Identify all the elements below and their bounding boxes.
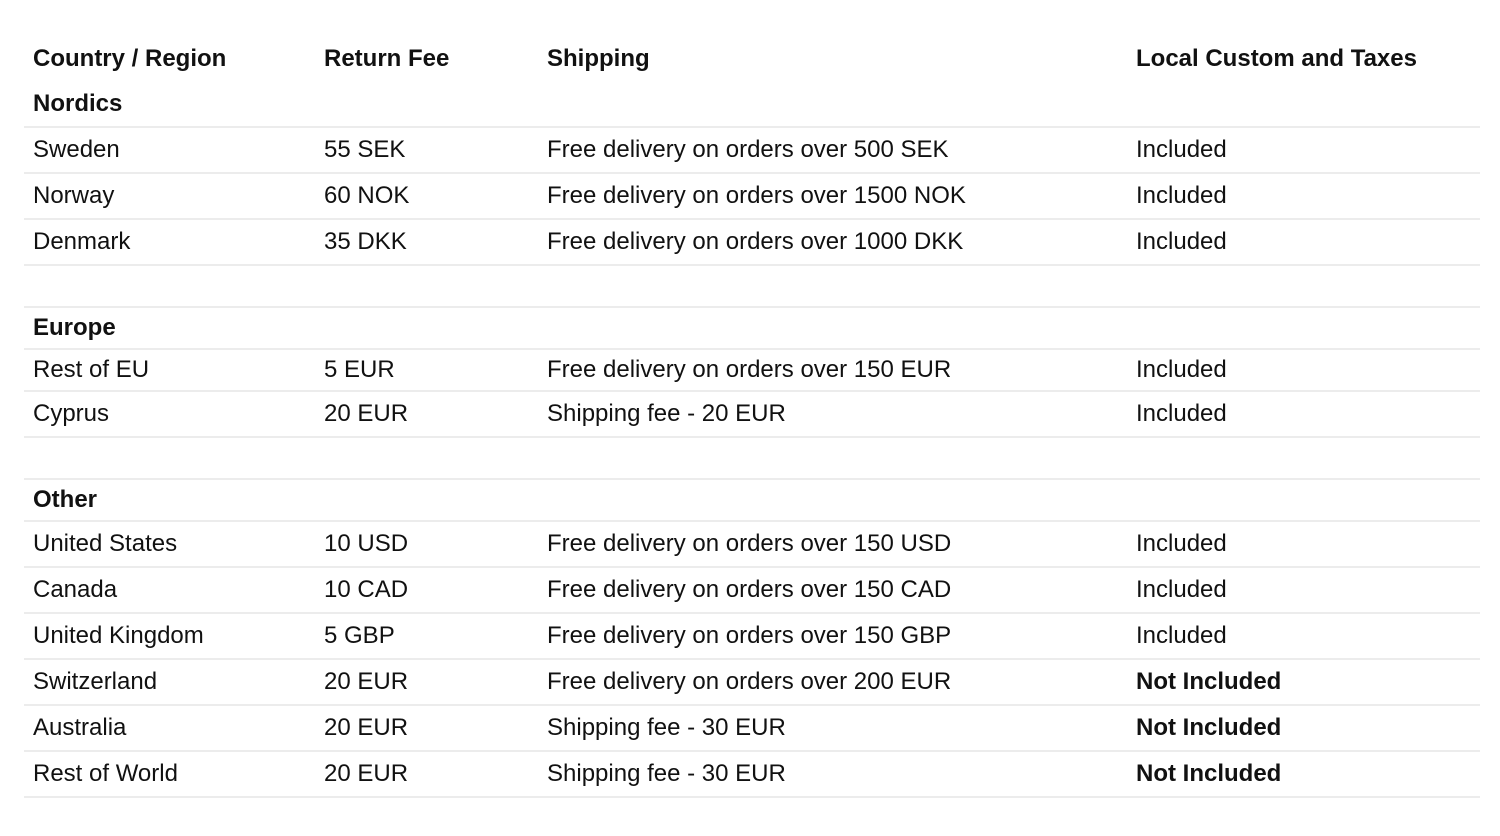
taxes-cell: Included [1136, 228, 1227, 255]
table-row: Australia 20 EUR Shipping fee - 30 EUR Not … [24, 706, 1480, 752]
table-row: Denmark 35 DKK Free delivery on orders ove… [24, 220, 1480, 266]
taxes-cell: Included [1136, 622, 1227, 649]
table-header: Country / Region Return Fee Shipping Loc… [24, 36, 1480, 82]
taxes-cell: Not Included [1136, 714, 1282, 741]
taxes-cell: Included [1136, 356, 1227, 383]
country-cell: Switzerland [33, 668, 158, 695]
table-row: Norway 60 NOK Free delivery on orders over… [24, 174, 1480, 220]
return-fee-cell: 55 SEK [324, 136, 406, 163]
header-return-fee: Return Fee [324, 45, 450, 72]
country-cell: Norway [33, 182, 115, 209]
taxes-cell: Not Included [1136, 760, 1282, 787]
header-shipping: Shipping [547, 45, 650, 72]
section-title: Europe [33, 314, 116, 341]
return-fee-cell: 5 GBP [324, 622, 395, 649]
table-row: Rest of EU 5 EUR Free delivery on orders o… [24, 350, 1480, 392]
shipping-cell: Free delivery on orders over 150 USD [547, 530, 952, 557]
shipping-cell: Shipping fee - 30 EUR [547, 760, 786, 787]
return-fee-cell: 20 EUR [324, 400, 409, 427]
return-fee-cell: 20 EUR [324, 760, 409, 787]
table-row: United Kingdom 5 GBP Free delivery on orde… [24, 614, 1480, 660]
taxes-cell: Not Included [1136, 668, 1282, 695]
return-fee-cell: 20 EUR [324, 668, 409, 695]
country-cell: Cyprus [33, 400, 110, 427]
section-header-row: Nordics [24, 82, 1480, 128]
return-fee-cell: 10 CAD [324, 576, 409, 603]
section-title: Nordics [33, 90, 123, 117]
country-cell: Canada [33, 576, 118, 603]
section-header-row: Other [24, 480, 1480, 522]
country-cell: Rest of World [33, 760, 178, 787]
country-cell: United Kingdom [33, 622, 204, 649]
table-row: Rest of World 20 EUR Shipping fee - 30 EUR… [24, 752, 1480, 798]
return-fee-cell: 60 NOK [324, 182, 410, 209]
shipping-cell: Free delivery on orders over 150 CAD [547, 576, 952, 603]
taxes-cell: Included [1136, 182, 1227, 209]
country-cell: United States [33, 530, 178, 557]
spacer-row [24, 266, 1480, 308]
shipping-cell: Free delivery on orders over 1000 DKK [547, 228, 964, 255]
return-fee-cell: 5 EUR [324, 356, 395, 383]
return-fee-cell: 20 EUR [324, 714, 409, 741]
header-taxes: Local Custom and Taxes [1136, 45, 1417, 72]
shipping-cell: Free delivery on orders over 150 EUR [547, 356, 952, 383]
table-row: Sweden 55 SEK Free delivery on orders over… [24, 128, 1480, 174]
country-cell: Rest of EU [33, 356, 150, 383]
table-row: Canada 10 CAD Free delivery on orders over… [24, 568, 1480, 614]
shipping-cell: Free delivery on orders over 1500 NOK [547, 182, 966, 209]
header-country: Country / Region [33, 45, 227, 72]
taxes-cell: Included [1136, 136, 1227, 163]
taxes-cell: Included [1136, 576, 1227, 603]
shipping-cell: Free delivery on orders over 500 SEK [547, 136, 949, 163]
table-row: United States 10 USD Free delivery on orde… [24, 522, 1480, 568]
country-cell: Denmark [33, 228, 131, 255]
taxes-cell: Included [1136, 530, 1227, 557]
table-row: Switzerland 20 EUR Free delivery on orders… [24, 660, 1480, 706]
shipping-cell: Shipping fee - 30 EUR [547, 714, 786, 741]
spacer-row [24, 438, 1480, 480]
shipping-cell: Shipping fee - 20 EUR [547, 400, 786, 427]
country-cell: Australia [33, 714, 127, 741]
shipping-cell: Free delivery on orders over 200 EUR [547, 668, 952, 695]
section-header-row: Europe [24, 308, 1480, 350]
table-row: Cyprus 20 EUR Shipping fee - 20 EUR Include… [24, 392, 1480, 438]
shipping-cell: Free delivery on orders over 150 GBP [547, 622, 952, 649]
return-fee-cell: 10 USD [324, 530, 409, 557]
taxes-cell: Included [1136, 400, 1227, 427]
section-title: Other [33, 486, 98, 513]
return-fee-cell: 35 DKK [324, 228, 407, 255]
country-cell: Sweden [33, 136, 120, 163]
shipping-returns-table: Country / Region Return Fee Shipping Loc… [24, 36, 1480, 798]
